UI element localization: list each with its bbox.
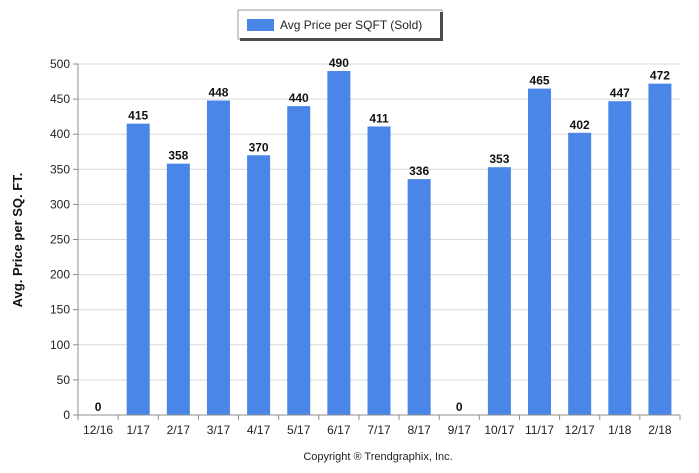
y-tick-label: 500: [50, 57, 70, 71]
legend-label: Avg Price per SQFT (Sold): [280, 18, 422, 32]
bar-data-label: 472: [650, 69, 670, 83]
bar-data-labels: 0 415 358 448 370 440 490 411 336 0 353 465 402 447 47…: [95, 56, 671, 414]
x-tick-label: 12/16: [83, 423, 113, 437]
bar-data-label: 336: [409, 164, 429, 178]
x-tick-label: 7/17: [367, 423, 391, 437]
legend: Avg Price per SQFT (Sold): [237, 9, 443, 41]
bar-data-label: 415: [128, 109, 148, 123]
y-tick-label: 400: [50, 127, 70, 141]
legend-shadow: [440, 12, 443, 41]
bar-data-label: 353: [489, 152, 509, 166]
bar: [327, 71, 351, 416]
bar: [608, 101, 632, 416]
x-tick-label: 1/17: [127, 423, 151, 437]
bar-data-label: 440: [289, 91, 309, 105]
x-tick-label: 10/17: [484, 423, 514, 437]
x-tick-label: 8/17: [407, 423, 431, 437]
bar-data-label: 490: [329, 56, 349, 70]
legend-swatch: [247, 19, 274, 31]
bar-data-label: 411: [369, 111, 389, 125]
bar: [287, 106, 311, 416]
x-tick-label: 6/17: [327, 423, 351, 437]
y-tick-label: 450: [50, 92, 70, 106]
y-tick-label: 200: [50, 268, 70, 282]
y-tick-label: 300: [50, 197, 70, 211]
y-tick-label: 100: [50, 338, 70, 352]
y-tick-label: 150: [50, 303, 70, 317]
bar-data-label: 448: [208, 86, 228, 100]
y-tick-label: 350: [50, 162, 70, 176]
bar-data-label: 447: [610, 86, 630, 100]
bar-data-label: 0: [95, 400, 102, 414]
bar-data-label: 358: [168, 149, 188, 163]
bar: [367, 126, 391, 415]
bar: [528, 88, 552, 415]
bar: [166, 163, 190, 415]
bar-data-label: 370: [249, 140, 269, 154]
copyright-text: Copyright ® Trendgraphix, Inc.: [303, 451, 452, 463]
x-axis-ticks: 12/16 1/17 2/17 3/17 4/17 5/17 6/17 7/17 8/17 9/1…: [77, 415, 681, 437]
y-axis-ticks: 0 50 100 150 200 250 300 350 400 450 500: [50, 57, 78, 422]
bar-data-label: 465: [530, 74, 550, 88]
x-tick-label: 3/17: [207, 423, 231, 437]
x-tick-label: 9/17: [448, 423, 472, 437]
y-tick-label: 50: [57, 373, 71, 387]
x-tick-label: 2/18: [648, 423, 672, 437]
bar: [206, 100, 230, 415]
x-tick-label: 12/17: [565, 423, 595, 437]
bar: [407, 179, 431, 415]
y-tick-label: 0: [63, 408, 70, 422]
y-axis-title: Avg. Price per SQ. FT.: [10, 173, 25, 308]
bar: [568, 132, 592, 415]
x-tick-label: 11/17: [525, 423, 554, 437]
bar: [487, 167, 511, 415]
x-tick-label: 5/17: [287, 423, 311, 437]
x-tick-label: 1/18: [608, 423, 632, 437]
bars: [126, 71, 672, 416]
bar-data-label: 0: [456, 400, 463, 414]
y-tick-label: 250: [50, 233, 70, 247]
bar-data-label: 402: [570, 118, 590, 132]
x-tick-label: 4/17: [247, 423, 271, 437]
bar: [126, 123, 150, 416]
x-tick-label: 2/17: [167, 423, 191, 437]
bar: [247, 155, 271, 415]
legend-shadow-bottom: [240, 38, 443, 41]
bar: [648, 83, 672, 415]
